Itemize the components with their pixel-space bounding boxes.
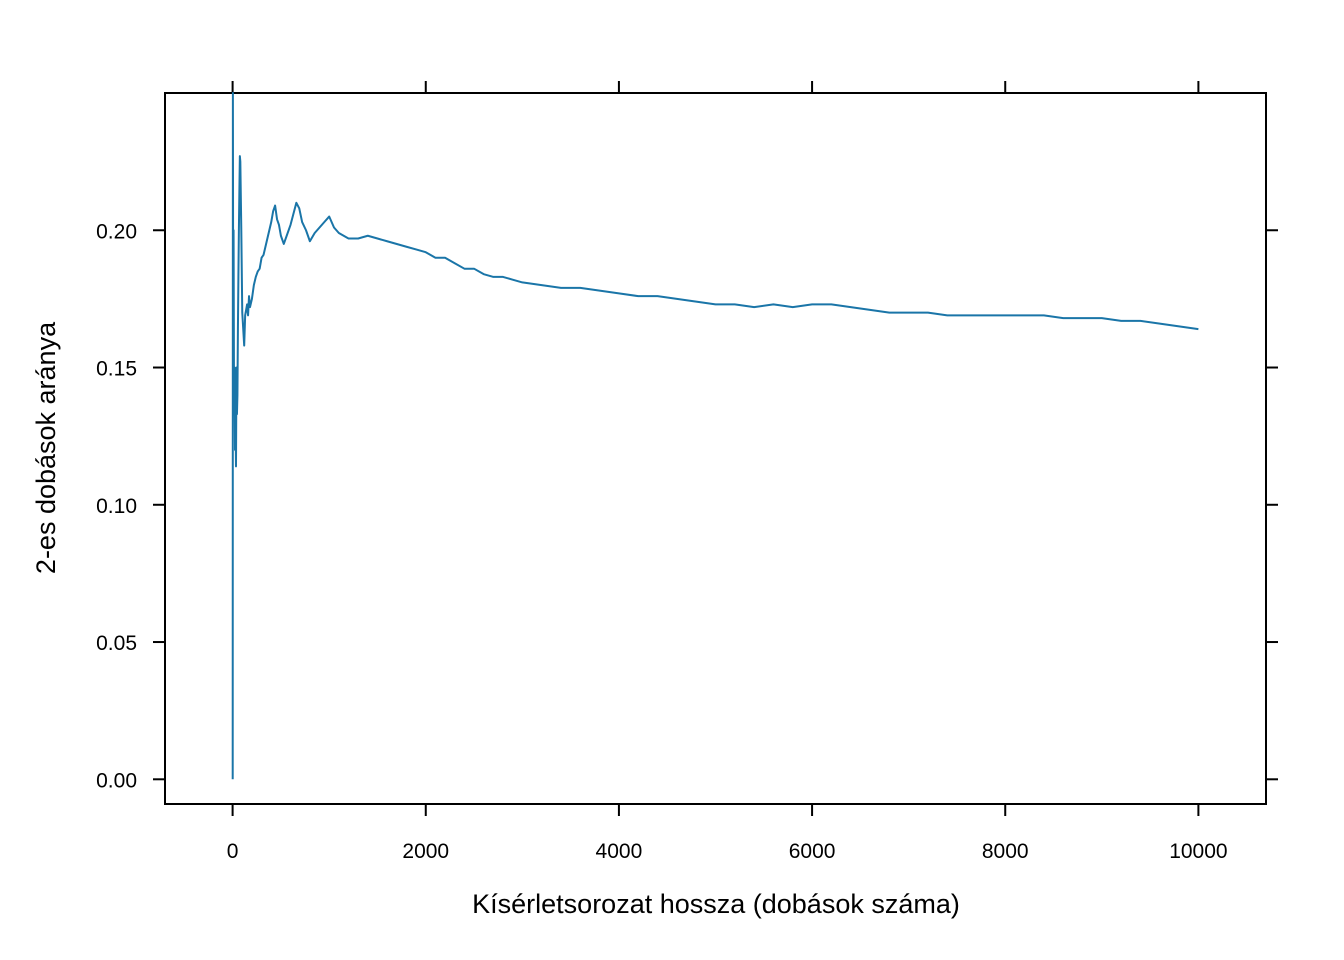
x-axis-ticks: 0 2000 4000 6000 8000 10000	[227, 81, 1228, 863]
plot-frame	[164, 92, 1267, 805]
x-tick-label: 6000	[789, 840, 836, 863]
x-tick-label: 0	[227, 840, 239, 863]
y-tick-label: 0.10	[96, 495, 137, 518]
x-tick-label: 2000	[402, 840, 449, 863]
y-tick-label: 0.20	[96, 220, 137, 243]
series-line	[231, 92, 1199, 780]
x-tick-label: 4000	[596, 840, 643, 863]
y-tick-label: 0.15	[96, 358, 137, 381]
x-tick-label: 10000	[1169, 840, 1227, 863]
y-tick-label: 0.00	[96, 769, 137, 792]
y-axis-title: 2-es dobások aránya	[31, 321, 61, 574]
y-tick-label: 0.05	[96, 632, 137, 655]
x-axis-title: Kísérletsorozat hossza (dobások száma)	[472, 889, 960, 919]
y-axis-ticks: 0.00 0.05 0.10 0.15 0.20	[96, 220, 1278, 792]
x-tick-label: 8000	[982, 840, 1029, 863]
series-group	[231, 92, 1199, 780]
